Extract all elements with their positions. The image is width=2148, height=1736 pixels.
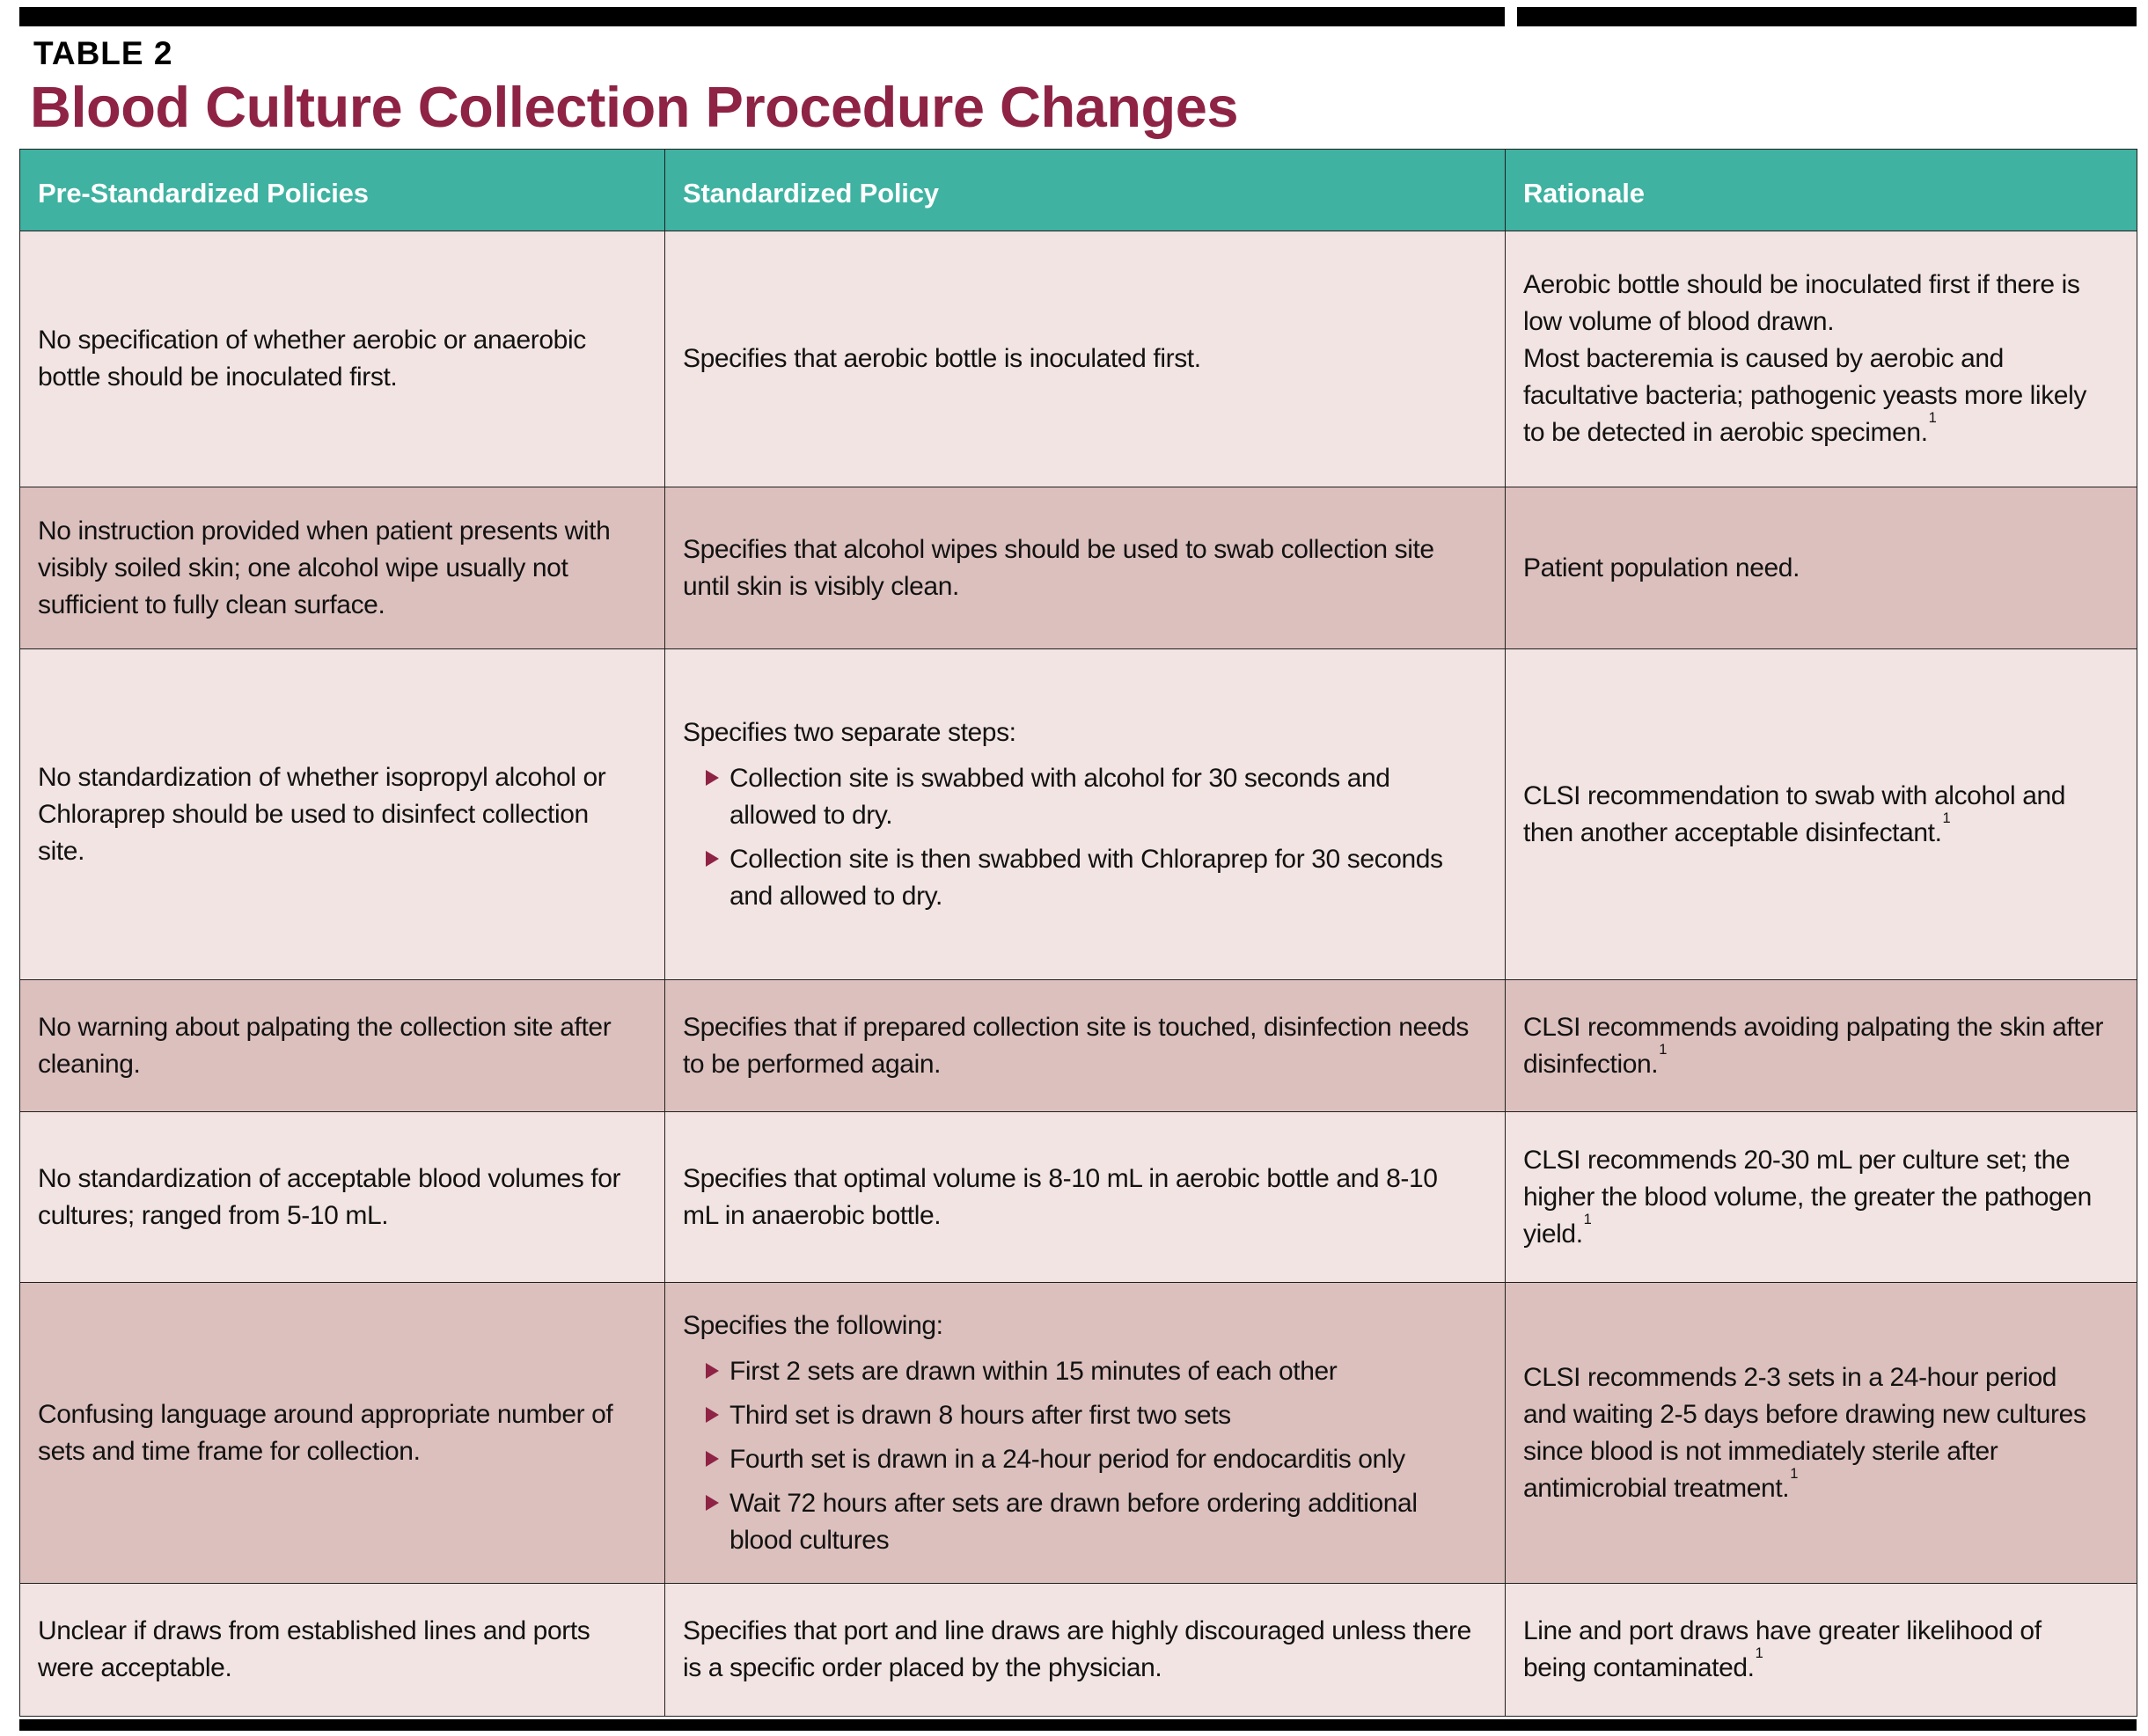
cell-text: No instruction provided when patient pre… <box>38 516 611 619</box>
policy-bullet-list: First 2 sets are drawn within 15 minutes… <box>683 1353 1473 1559</box>
col-header-standardized: Standardized Policy <box>664 149 1506 231</box>
cell-text: Most bacteremia is caused by aerobic and… <box>1523 344 2086 447</box>
cell-text: Confusing language around appropriate nu… <box>38 1399 613 1466</box>
cell-standardized-policy: Specifies two separate steps: Collection… <box>664 648 1506 980</box>
bullet-triangle-icon <box>706 850 719 867</box>
cell-pre-standardized: No standardization of whether isopropyl … <box>19 648 665 980</box>
cell-text: Specifies that optimal volume is 8-10 mL… <box>683 1163 1438 1230</box>
footnote-superscript: 1 <box>1659 1041 1668 1058</box>
cell-rationale: Aerobic bottle should be inoculated firs… <box>1505 231 2137 487</box>
cell-rationale: CLSI recommendation to swab with alcohol… <box>1505 648 2137 980</box>
rationale-line: Aerobic bottle should be inoculated firs… <box>1523 267 2105 341</box>
cell-text: Unclear if draws from established lines … <box>38 1616 590 1682</box>
policy-bullet-list: Collection site is swabbed with alcohol … <box>683 760 1473 915</box>
list-item: First 2 sets are drawn within 15 minutes… <box>706 1353 1473 1390</box>
bullet-text: First 2 sets are drawn within 15 minutes… <box>729 1356 1338 1386</box>
cell-text: No specification of whether aerobic or a… <box>38 326 586 392</box>
cell-text: Patient population need. <box>1523 553 1800 582</box>
table-row: Unclear if draws from established lines … <box>19 1583 2137 1717</box>
table-row: No instruction provided when patient pre… <box>19 487 2137 649</box>
cell-standardized-policy: Specifies that if prepared collection si… <box>664 979 1506 1112</box>
list-item: Collection site is then swabbed with Chl… <box>706 841 1473 915</box>
list-item: Collection site is swabbed with alcohol … <box>706 760 1473 834</box>
rationale-line: Most bacteremia is caused by aerobic and… <box>1523 341 2105 451</box>
cell-pre-standardized: No warning about palpating the collectio… <box>19 979 665 1112</box>
cell-pre-standardized: No specification of whether aerobic or a… <box>19 231 665 487</box>
cell-rationale: Line and port draws have greater likelih… <box>1505 1583 2137 1717</box>
top-accent-bar-left <box>19 7 1505 26</box>
list-item: Fourth set is drawn in a 24-hour period … <box>706 1441 1473 1478</box>
policy-intro: Specifies two separate steps: <box>683 717 1016 747</box>
list-item: Wait 72 hours after sets are drawn befor… <box>706 1485 1473 1559</box>
footnote-superscript: 1 <box>1755 1645 1763 1662</box>
bullet-text: Fourth set is drawn in a 24-hour period … <box>729 1444 1405 1474</box>
table-row: No specification of whether aerobic or a… <box>19 231 2137 487</box>
bullet-triangle-icon <box>706 1494 719 1511</box>
bullet-triangle-icon <box>706 769 719 786</box>
cell-standardized-policy: Specifies that port and line draws are h… <box>664 1583 1506 1717</box>
header-row: Pre-Standardized Policies Standardized P… <box>19 149 2137 231</box>
cell-text: Line and port draws have greater likelih… <box>1523 1616 2042 1682</box>
page-title: Blood Culture Collection Procedure Chang… <box>30 75 1239 139</box>
footnote-superscript: 1 <box>1928 410 1937 427</box>
table-label: TABLE 2 <box>33 35 173 71</box>
cell-text: Specifies that if prepared collection si… <box>683 1012 1470 1079</box>
cell-standardized-policy: Specifies that optimal volume is 8-10 mL… <box>664 1111 1506 1283</box>
list-item: Third set is drawn 8 hours after first t… <box>706 1397 1473 1434</box>
table-row: No standardization of acceptable blood v… <box>19 1111 2137 1283</box>
cell-text: No warning about palpating the collectio… <box>38 1012 612 1079</box>
cell-pre-standardized: No instruction provided when patient pre… <box>19 487 665 649</box>
cell-standardized-policy: Specifies that alcohol wipes should be u… <box>664 487 1506 649</box>
cell-pre-standardized: Unclear if draws from established lines … <box>19 1583 665 1717</box>
bullet-text: Third set is drawn 8 hours after first t… <box>729 1400 1231 1430</box>
bullet-triangle-icon <box>706 1450 719 1467</box>
cell-text: CLSI recommends 20-30 mL per culture set… <box>1523 1145 2092 1249</box>
cell-text: No standardization of acceptable blood v… <box>38 1163 621 1230</box>
cell-rationale: CLSI recommends 20-30 mL per culture set… <box>1505 1111 2137 1283</box>
cell-rationale: CLSI recommends avoiding palpating the s… <box>1505 979 2137 1112</box>
table-row: Confusing language around appropriate nu… <box>19 1282 2137 1584</box>
cell-text: No standardization of whether isopropyl … <box>38 762 606 866</box>
bullet-triangle-icon <box>706 1406 719 1423</box>
procedure-table: Pre-Standardized Policies Standardized P… <box>19 149 2137 1717</box>
cell-text: Specifies that port and line draws are h… <box>683 1616 1471 1682</box>
col-header-pre-standardized: Pre-Standardized Policies <box>19 149 665 231</box>
bullet-text: Collection site is swabbed with alcohol … <box>729 763 1390 830</box>
cell-text: CLSI recommends 2-3 sets in a 24-hour pe… <box>1523 1362 2086 1503</box>
cell-text: Aerobic bottle should be inoculated firs… <box>1523 270 2080 336</box>
bullet-text: Wait 72 hours after sets are drawn befor… <box>729 1488 1418 1555</box>
cell-text: CLSI recommendation to swab with alcohol… <box>1523 780 2066 847</box>
table-row: No standardization of whether isopropyl … <box>19 648 2137 980</box>
footnote-superscript: 1 <box>1790 1465 1798 1482</box>
footnote-superscript: 1 <box>1942 809 1951 826</box>
cell-text: CLSI recommends avoiding palpating the s… <box>1523 1012 2104 1079</box>
cell-rationale: Patient population need. <box>1505 487 2137 649</box>
cell-text: Specifies that aerobic bottle is inocula… <box>683 344 1201 373</box>
bullet-text: Collection site is then swabbed with Chl… <box>729 844 1443 911</box>
cell-text: Specifies that alcohol wipes should be u… <box>683 534 1434 601</box>
cell-rationale: CLSI recommends 2-3 sets in a 24-hour pe… <box>1505 1282 2137 1584</box>
policy-intro: Specifies the following: <box>683 1310 943 1340</box>
cell-pre-standardized: Confusing language around appropriate nu… <box>19 1282 665 1584</box>
bullet-triangle-icon <box>706 1362 719 1379</box>
cell-standardized-policy: Specifies the following: First 2 sets ar… <box>664 1282 1506 1584</box>
cell-standardized-policy: Specifies that aerobic bottle is inocula… <box>664 231 1506 487</box>
footnote-superscript: 1 <box>1583 1211 1592 1227</box>
col-header-rationale: Rationale <box>1505 149 2137 231</box>
bottom-accent-bar <box>19 1719 2137 1731</box>
cell-pre-standardized: No standardization of acceptable blood v… <box>19 1111 665 1283</box>
table-row: No warning about palpating the collectio… <box>19 979 2137 1112</box>
top-accent-bar-right <box>1517 7 2137 26</box>
